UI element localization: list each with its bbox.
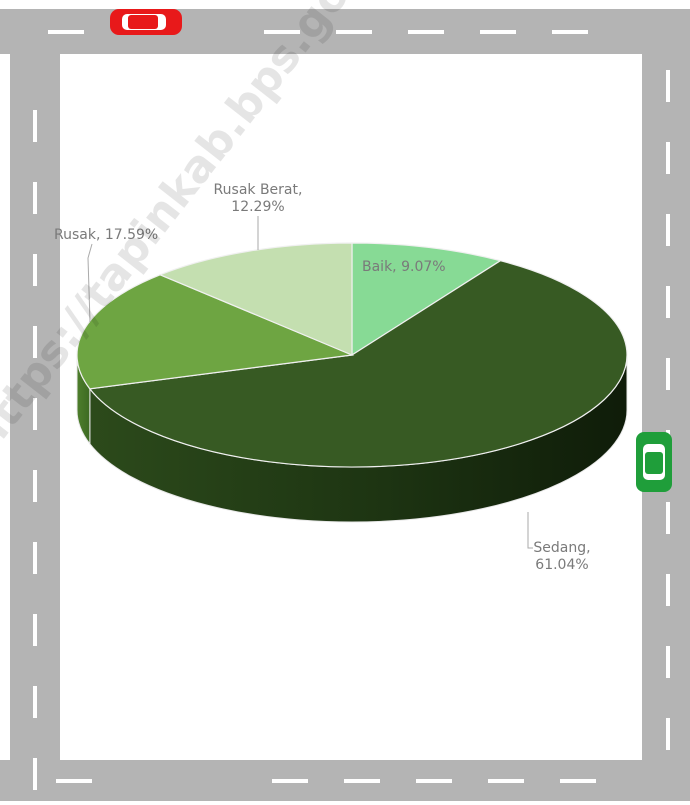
pie-slice-rusak-berat: [158, 242, 353, 356]
pie-slice-sedang: [88, 260, 628, 468]
lane-dash: [264, 30, 300, 34]
lane-dash: [666, 502, 670, 534]
lane-dash: [33, 254, 37, 286]
lane-dash: [552, 30, 588, 34]
lane-dash: [666, 646, 670, 678]
lane-dash: [488, 779, 524, 783]
lane-dash: [344, 779, 380, 783]
data-label-rusak-berat: Rusak Berat,: [214, 182, 303, 198]
lane-dash: [33, 182, 37, 214]
lane-dash: [666, 574, 670, 606]
lane-dash: [666, 70, 670, 102]
lane-dash: [33, 542, 37, 574]
lane-dash: [666, 214, 670, 246]
lane-dash: [666, 286, 670, 318]
road-right: [642, 9, 690, 801]
pie-slice-rusak: [76, 274, 355, 390]
lane-dash: [408, 30, 444, 34]
data-label-rusak-berat-value: 12.29%: [231, 199, 284, 215]
lane-dash: [416, 779, 452, 783]
lane-dash: [272, 779, 308, 783]
lane-dash: [33, 110, 37, 142]
lane-dash: [336, 30, 372, 34]
lane-dash: [666, 718, 670, 750]
data-label-sedang-value: 61.04%: [535, 557, 588, 573]
lane-dash: [33, 326, 37, 358]
lane-dash: [666, 142, 670, 174]
lane-dash: [480, 30, 516, 34]
red-car-icon: [110, 9, 182, 35]
pie-slice-baik: [351, 242, 502, 357]
lane-dash: [33, 398, 37, 430]
lane-dash: [666, 358, 670, 390]
lane-dash: [560, 779, 596, 783]
data-label-rusak: Rusak, 17.59%: [54, 227, 158, 243]
lane-dash: [48, 30, 84, 34]
lane-dash: [56, 779, 92, 783]
leader-line: [87, 243, 93, 323]
leader-line: [527, 512, 533, 549]
lane-dash: [33, 614, 37, 646]
green-car-icon: [636, 432, 672, 492]
lane-dash: [33, 470, 37, 502]
lane-dash: [33, 758, 37, 790]
lane-dash: [33, 686, 37, 718]
data-label-baik: Baik, 9.07%: [362, 259, 446, 275]
data-label-sedang: Sedang,: [533, 540, 590, 556]
